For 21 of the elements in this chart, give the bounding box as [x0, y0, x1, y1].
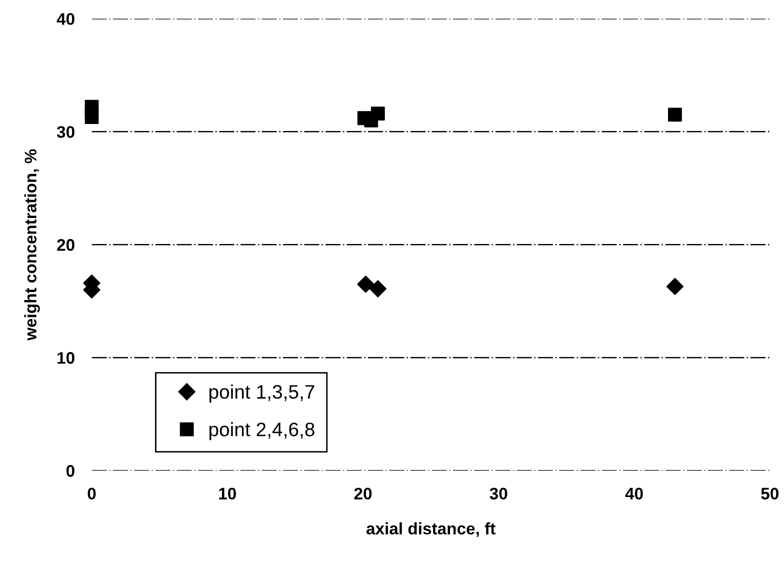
y-tick-label: 0	[66, 465, 74, 477]
point	[668, 108, 682, 122]
x-tick-label: 0	[88, 488, 96, 500]
x-axis-title: axial distance, ft	[366, 522, 496, 537]
x-tick-label: 40	[625, 488, 643, 500]
point	[84, 110, 99, 124]
y-tick-label: 20	[57, 239, 74, 251]
y-tick-label: 10	[58, 352, 74, 364]
point	[357, 276, 374, 293]
y-tick-label: 40	[56, 13, 74, 25]
x-tick-label: 30	[490, 488, 508, 500]
x-tick-label: 50	[761, 488, 778, 500]
x-tick-label: 10	[219, 488, 236, 500]
point	[369, 280, 386, 298]
y-tick-label: 30	[56, 126, 74, 138]
point	[370, 106, 385, 121]
x-tick-label: 20	[354, 488, 372, 500]
y-axis-title: weight concentration, %	[24, 149, 40, 341]
legend-label: point 1,3,5,7	[209, 384, 314, 403]
legend-label: point 2,4,6,8	[209, 422, 314, 440]
point	[666, 278, 684, 296]
